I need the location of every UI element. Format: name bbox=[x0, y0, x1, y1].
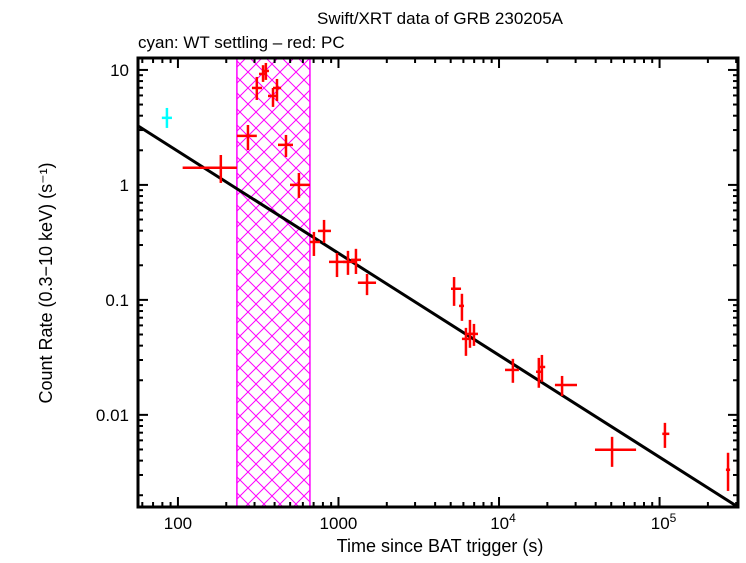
data-point bbox=[536, 357, 542, 388]
y-tick-label: 0.1 bbox=[105, 291, 129, 310]
data-point bbox=[451, 277, 462, 306]
data-point bbox=[505, 358, 519, 383]
x-tick-label: 104 bbox=[490, 511, 516, 533]
data-points bbox=[161, 62, 731, 491]
data-point bbox=[538, 354, 546, 382]
data-point bbox=[342, 250, 355, 275]
data-point bbox=[161, 107, 172, 128]
data-point bbox=[459, 293, 465, 321]
x-tick-exponent: 4 bbox=[509, 511, 516, 525]
data-point bbox=[554, 375, 578, 396]
data-point bbox=[357, 273, 377, 296]
chart-title: Swift/XRT data of GRB 230205A bbox=[317, 9, 564, 28]
data-point bbox=[309, 231, 320, 256]
data-point bbox=[471, 323, 478, 346]
y-tick-label: 1 bbox=[120, 176, 129, 195]
axes: 100 1000 104 105 10 1 0.1 0.01 bbox=[96, 56, 740, 533]
data-point bbox=[662, 422, 670, 448]
x-tick-exponent: 5 bbox=[670, 511, 677, 525]
data-point bbox=[268, 87, 276, 107]
x-tick-label: 105 bbox=[651, 511, 677, 533]
x-tick-label: 1000 bbox=[320, 514, 358, 533]
data-point bbox=[290, 172, 310, 198]
y-tick-label: 10 bbox=[110, 61, 129, 80]
plot-frame bbox=[136, 56, 740, 509]
data-point bbox=[277, 134, 294, 157]
fit-line-group bbox=[137, 124, 739, 509]
data-point bbox=[317, 219, 331, 243]
data-point bbox=[263, 62, 269, 80]
x-axis-label: Time since BAT trigger (s) bbox=[337, 536, 544, 556]
data-point bbox=[236, 124, 257, 151]
data-point bbox=[594, 436, 637, 467]
y-tick-label: 0.01 bbox=[96, 406, 129, 425]
data-point bbox=[182, 155, 237, 183]
data-point bbox=[351, 248, 361, 274]
data-point bbox=[273, 78, 282, 101]
chart-subtitle: cyan: WT settling – red: PC bbox=[138, 33, 345, 52]
fit-line bbox=[137, 124, 739, 509]
y-axis-label: Count Rate (0.3−10 keV) (s⁻¹) bbox=[36, 162, 56, 403]
data-point bbox=[251, 76, 263, 100]
data-point bbox=[461, 327, 469, 356]
x-tick-label: 100 bbox=[164, 514, 192, 533]
data-point bbox=[725, 452, 731, 491]
